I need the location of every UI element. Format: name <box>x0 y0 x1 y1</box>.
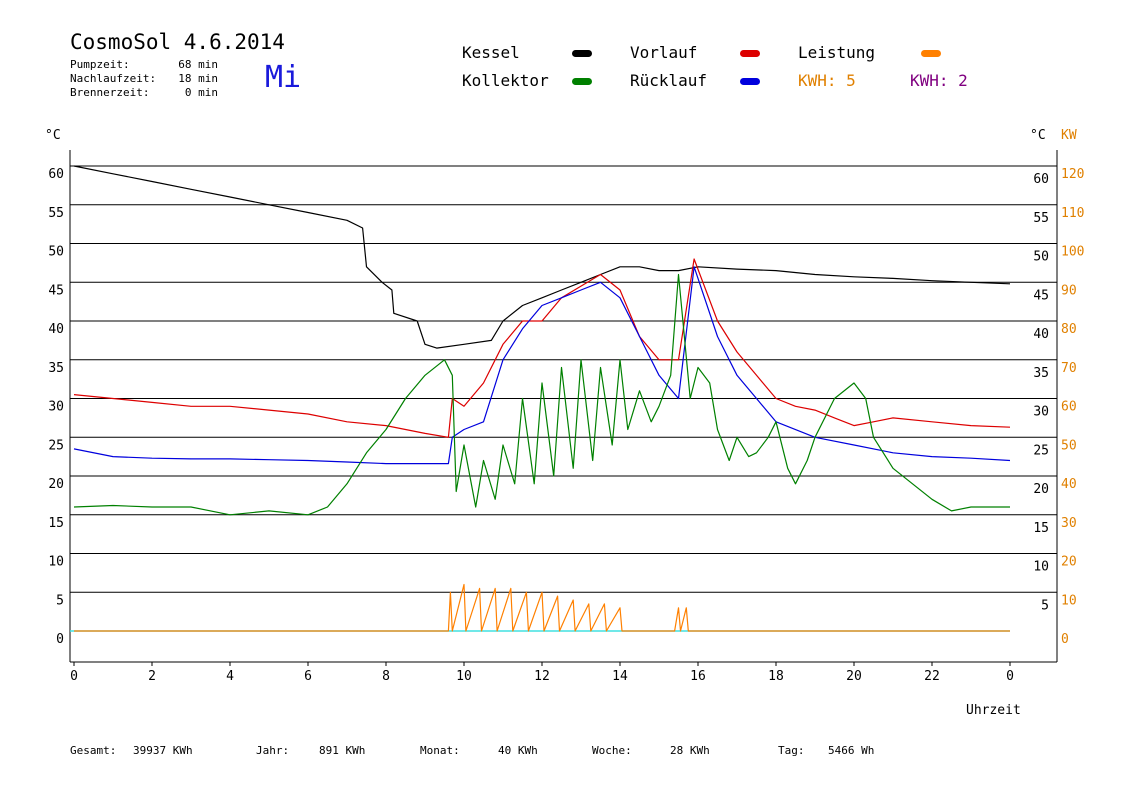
info-label-nachlaufzeit: Nachlaufzeit: <box>70 72 157 85</box>
y-tick-right-temp-30: 30 <box>1033 405 1049 420</box>
y-tick-right-power-110: 110 <box>1061 206 1084 221</box>
legend-leistung-swatch <box>921 50 941 57</box>
legend-kessel-swatch <box>572 50 592 57</box>
y-tick-left-25: 25 <box>48 438 64 453</box>
x-tick-label-7: 14 <box>612 669 628 684</box>
footer-jahr-value: 891 KWh <box>319 744 366 757</box>
y-tick-left-5: 5 <box>56 593 64 608</box>
info-label-brennerzeit: Brennerzeit: <box>70 86 150 99</box>
y-tick-right-power-70: 70 <box>1061 361 1077 376</box>
footer-tag-label: Tag: <box>778 744 805 757</box>
y-tick-left-15: 15 <box>48 516 64 531</box>
y-axis-label-right-temp: °C <box>1030 128 1046 143</box>
y-tick-right-power-90: 90 <box>1061 283 1077 298</box>
legend-ruecklauf-swatch <box>740 78 760 85</box>
x-tick-label-8: 16 <box>690 669 706 684</box>
chart-title: CosmoSol 4.6.2014 <box>70 30 285 54</box>
y-tick-right-temp-40: 40 <box>1033 327 1049 342</box>
info-value-brennerzeit: 0 min <box>184 86 218 99</box>
day-label: Mi <box>265 60 302 95</box>
series-line-r-cklauf <box>73 266 1011 465</box>
footer-woche-value: 28 KWh <box>670 744 710 757</box>
y-tick-right-power-10: 10 <box>1061 593 1077 608</box>
x-tick-label-10: 20 <box>846 669 862 684</box>
y-tick-left-50: 50 <box>48 245 64 260</box>
y-tick-right-temp-35: 35 <box>1033 366 1049 381</box>
y-tick-right-temp-5: 5 <box>1041 598 1049 613</box>
y-tick-left-20: 20 <box>48 477 64 492</box>
legend-vorlauf-swatch <box>740 50 760 57</box>
info-value-nachlaufzeit: 18 min <box>178 72 218 85</box>
y-tick-right-temp-55: 55 <box>1033 211 1049 226</box>
y-tick-left-55: 55 <box>48 206 64 221</box>
x-tick-label-11: 22 <box>924 669 940 684</box>
footer-monat-label: Monat: <box>420 744 460 757</box>
y-tick-right-power-120: 120 <box>1061 167 1084 182</box>
y-tick-right-temp-50: 50 <box>1033 250 1049 265</box>
x-tick-label-5: 10 <box>456 669 472 684</box>
legend-kessel-label: Kessel <box>462 43 520 62</box>
legend-vorlauf-label: Vorlauf <box>630 43 698 62</box>
legend-leistung-label: Leistung <box>798 43 876 62</box>
y-tick-right-temp-25: 25 <box>1033 443 1049 458</box>
x-tick-label-0: 0 <box>70 669 78 684</box>
x-tick-label-1: 2 <box>148 669 156 684</box>
legend-kollektor-swatch <box>572 78 592 85</box>
y-axis-label-left: °C <box>45 128 61 143</box>
y-tick-left-30: 30 <box>48 400 64 415</box>
x-tick-label-3: 6 <box>304 669 312 684</box>
footer-jahr-label: Jahr: <box>256 744 290 757</box>
footer-woche-label: Woche: <box>592 744 632 757</box>
legend-kwh-total-1: KWH: 5 <box>798 71 856 90</box>
y-tick-right-power-20: 20 <box>1061 555 1077 570</box>
y-tick-right-power-0: 0 <box>1061 632 1069 647</box>
x-axis-label: Uhrzeit <box>966 703 1021 718</box>
x-tick-label-12: 0 <box>1006 669 1014 684</box>
x-tick-label-4: 8 <box>382 669 390 684</box>
y-tick-right-power-80: 80 <box>1061 322 1077 337</box>
series-line-vorlauf <box>73 258 1011 438</box>
y-tick-right-power-60: 60 <box>1061 400 1077 415</box>
legend-kollektor-label: Kollektor <box>462 71 549 90</box>
y-tick-right-power-100: 100 <box>1061 245 1084 260</box>
y-tick-left-45: 45 <box>48 283 64 298</box>
legend-kwh-total-2: KWH: 2 <box>910 71 968 90</box>
y-tick-right-power-40: 40 <box>1061 477 1077 492</box>
info-label-pumpzeit: Pumpzeit: <box>70 58 130 71</box>
y-tick-right-temp-15: 15 <box>1033 521 1049 536</box>
x-tick-label-6: 12 <box>534 669 550 684</box>
footer-monat-value: 40 KWh <box>498 744 538 757</box>
y-tick-left-10: 10 <box>48 555 64 570</box>
y-tick-right-temp-10: 10 <box>1033 560 1049 575</box>
series-line-leistung <box>74 583 1010 632</box>
footer-tag-value: 5466 Wh <box>828 744 875 757</box>
y-tick-left-0: 0 <box>56 632 64 647</box>
y-tick-left-60: 60 <box>48 167 64 182</box>
legend-ruecklauf-label: Rücklauf <box>630 71 708 90</box>
y-tick-left-40: 40 <box>48 322 64 337</box>
y-tick-right-power-30: 30 <box>1061 516 1077 531</box>
series-line-kollektor <box>73 273 1010 516</box>
footer-gesamt-label: Gesamt: <box>70 744 117 757</box>
x-tick-label-2: 4 <box>226 669 234 684</box>
y-tick-right-temp-20: 20 <box>1033 482 1049 497</box>
y-tick-left-35: 35 <box>48 361 64 376</box>
y-tick-right-power-50: 50 <box>1061 438 1077 453</box>
x-tick-label-9: 18 <box>768 669 784 684</box>
y-tick-right-temp-45: 45 <box>1033 288 1049 303</box>
footer-gesamt-value: 39937 KWh <box>133 744 193 757</box>
y-tick-right-temp-60: 60 <box>1033 172 1049 187</box>
y-axis-label-right-power: KW <box>1061 128 1077 143</box>
series-line-kessel <box>73 165 1011 349</box>
info-value-pumpzeit: 68 min <box>178 58 218 71</box>
